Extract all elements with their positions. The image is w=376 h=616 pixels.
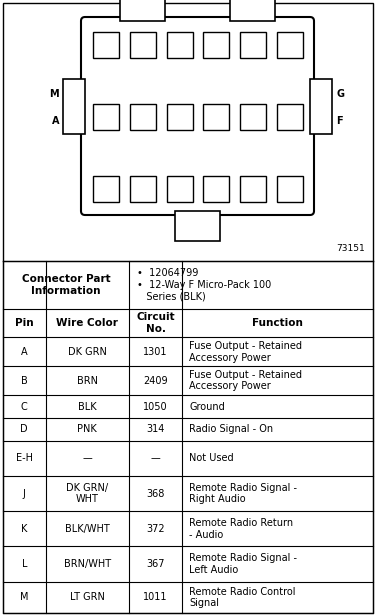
Text: DK GRN/
WHT: DK GRN/ WHT [66,483,108,505]
Bar [203,32,229,58]
Text: D: D [20,424,28,434]
Text: F: F [336,116,343,126]
Bar [230,0,275,21]
Text: E-H: E-H [16,453,33,463]
Bar [240,32,266,58]
Text: M: M [49,89,59,99]
Bar [203,104,229,130]
Bar [63,78,85,134]
Bar [167,104,193,130]
Bar [277,104,303,130]
Text: BRN: BRN [77,376,98,386]
Text: J: J [23,488,26,499]
Text: 73151: 73151 [336,244,365,253]
Text: G: G [336,89,344,99]
Bar [240,104,266,130]
Text: PNK: PNK [77,424,97,434]
Text: Remote Radio Control
Signal: Remote Radio Control Signal [190,586,296,608]
Text: Fuse Output - Retained
Accessory Power: Fuse Output - Retained Accessory Power [190,341,302,363]
Text: BLK: BLK [78,402,97,411]
Text: A: A [52,116,59,126]
Text: Ground: Ground [190,402,225,411]
Text: Remote Radio Signal -
Right Audio: Remote Radio Signal - Right Audio [190,483,297,505]
Text: Fuse Output - Retained
Accessory Power: Fuse Output - Retained Accessory Power [190,370,302,392]
Text: 1301: 1301 [143,347,168,357]
Bar [120,0,165,21]
Text: —: — [82,453,92,463]
Text: Connector Part
Information: Connector Part Information [21,274,110,296]
Text: 372: 372 [146,524,165,534]
Text: 2409: 2409 [143,376,168,386]
Bar [310,78,332,134]
Text: C: C [21,402,28,411]
Text: BRN/WHT: BRN/WHT [64,559,111,569]
FancyBboxPatch shape [81,17,314,215]
Text: K: K [21,524,27,534]
Text: —: — [151,453,161,463]
Bar [93,176,119,202]
Bar [277,32,303,58]
Text: M: M [20,593,29,602]
Bar [130,104,156,130]
Text: 1050: 1050 [143,402,168,411]
Text: 1011: 1011 [143,593,168,602]
Text: BLK/WHT: BLK/WHT [65,524,109,534]
Bar [130,176,156,202]
Bar [203,176,229,202]
Text: Remote Radio Signal -
Left Audio: Remote Radio Signal - Left Audio [190,553,297,575]
Bar [130,32,156,58]
Text: 314: 314 [146,424,165,434]
Text: Pin: Pin [15,318,33,328]
Bar [167,176,193,202]
Text: L: L [21,559,27,569]
Text: A: A [21,347,27,357]
Bar [175,211,220,241]
Bar [277,176,303,202]
Bar [240,176,266,202]
Text: 368: 368 [146,488,165,499]
Text: Circuit
No.: Circuit No. [136,312,175,334]
Bar [167,32,193,58]
Text: B: B [21,376,28,386]
Text: LT GRN: LT GRN [70,593,105,602]
Text: Radio Signal - On: Radio Signal - On [190,424,274,434]
Text: Remote Radio Return
- Audio: Remote Radio Return - Audio [190,518,294,540]
Text: Wire Color: Wire Color [56,318,118,328]
Text: 367: 367 [146,559,165,569]
Text: •  12064799
•  12-Way F Micro-Pack 100
   Series (BLK): • 12064799 • 12-Way F Micro-Pack 100 Ser… [137,268,271,301]
Text: Not Used: Not Used [190,453,234,463]
Text: Function: Function [252,318,303,328]
Bar [93,32,119,58]
Bar [93,104,119,130]
Text: DK GRN: DK GRN [68,347,107,357]
